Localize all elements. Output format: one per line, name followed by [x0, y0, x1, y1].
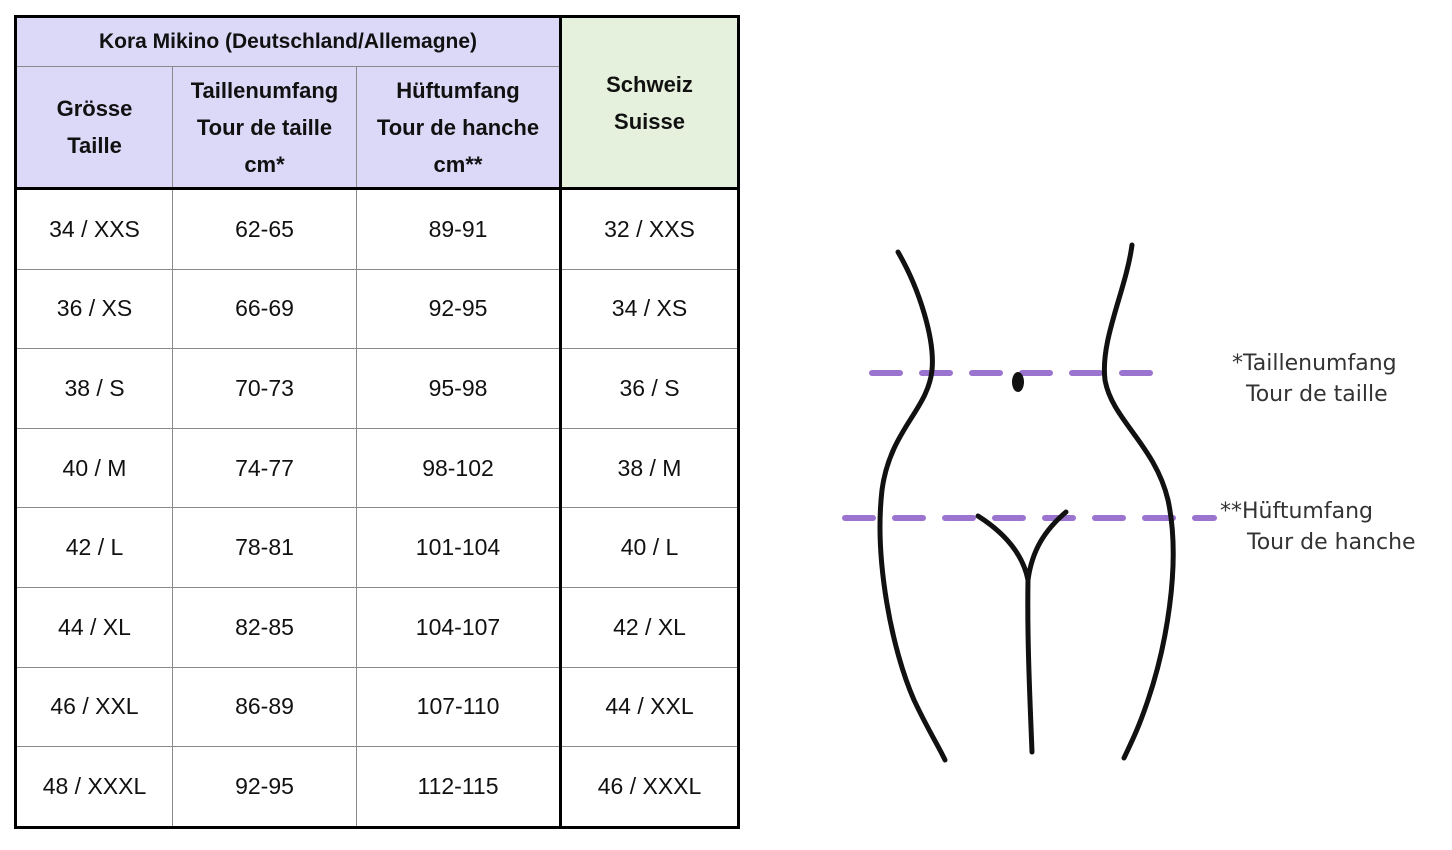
waist-cell: 82-85: [172, 587, 357, 668]
de-size-cell: 46 / XXL: [15, 666, 173, 748]
de-size-cell: 40 / M: [15, 427, 173, 509]
table-row: 48 / XXXL 92-95 112-115 46 / XXXL: [15, 746, 740, 828]
hip-header-fr: Tour de hanche: [376, 114, 540, 140]
swiss-size-cell: 46 / XXXL: [559, 746, 740, 828]
hip-measure-label: **Hüftumfang Tour de hanche: [1220, 496, 1416, 558]
waist-header-unit: cm*: [244, 151, 285, 177]
swiss-size-cell: 36 / S: [559, 348, 740, 429]
hip-cell: 104-107: [355, 587, 562, 668]
waist-cell: 78-81: [172, 507, 357, 589]
waist-label-de: *Taillenumfang: [1232, 351, 1397, 376]
size-header-fr: Taille: [67, 133, 122, 158]
swiss-size-cell: 40 / L: [559, 507, 740, 589]
hip-header-de: Hüftumfang: [396, 77, 520, 103]
crotch-outline: [975, 509, 1069, 755]
brand-header: Kora Mikino (Deutschland/Allemagne): [14, 16, 562, 67]
table-row: 36 / XS 66-69 92-95 34 / XS: [15, 268, 740, 350]
de-size-cell: 44 / XL: [15, 587, 173, 668]
de-size-cell: 42 / L: [15, 507, 173, 589]
waist-cell: 86-89: [172, 666, 357, 748]
hip-header-unit: cm**: [433, 151, 483, 177]
swiss-size-cell: 44 / XXL: [559, 666, 740, 748]
table-row: 38 / S 70-73 95-98 36 / S: [15, 348, 740, 429]
swiss-header-de: Schweiz: [606, 71, 693, 97]
hip-cell: 98-102: [355, 427, 562, 509]
swiss-size-cell: 42 / XL: [559, 587, 740, 668]
navel-mark: [1012, 372, 1024, 392]
waist-cell: 62-65: [172, 188, 357, 270]
hip-cell: 112-115: [355, 746, 562, 828]
hip-cell: 89-91: [355, 188, 562, 270]
waist-header-fr: Tour de taille: [196, 114, 333, 140]
de-size-cell: 34 / XXS: [15, 188, 173, 270]
hip-label-fr: Tour de hanche: [1247, 530, 1416, 555]
de-size-cell: 36 / XS: [15, 268, 173, 350]
hip-cell: 101-104: [355, 507, 562, 589]
hip-header: Hüftumfang Tour de hanche cm**: [355, 66, 562, 190]
size-header: Grösse Taille: [15, 66, 173, 190]
table-row: 34 / XXS 62-65 89-91 32 / XXS: [15, 188, 740, 270]
size-chart-table: Kora Mikino (Deutschland/Allemagne) Schw…: [14, 15, 741, 829]
de-size-cell: 48 / XXXL: [15, 746, 173, 828]
hip-label-de: **Hüftumfang: [1220, 499, 1373, 524]
hip-cell: 95-98: [355, 348, 562, 429]
waist-measure-label: *Taillenumfang Tour de taille: [1232, 348, 1397, 410]
swiss-size-cell: 34 / XS: [559, 268, 740, 350]
hip-cell: 107-110: [355, 666, 562, 748]
table-row: 46 / XXL 86-89 107-110 44 / XXL: [15, 666, 740, 748]
right-body-outline: [1101, 242, 1176, 761]
waist-cell: 92-95: [172, 746, 357, 828]
table-row: 44 / XL 82-85 104-107 42 / XL: [15, 587, 740, 668]
waist-header-de: Taillenumfang: [190, 77, 339, 103]
table-row: 40 / M 74-77 98-102 38 / M: [15, 427, 740, 509]
swiss-size-cell: 32 / XXS: [559, 188, 740, 270]
de-size-cell: 38 / S: [15, 348, 173, 429]
waist-cell: 70-73: [172, 348, 357, 429]
swiss-size-header: Schweiz Suisse: [559, 16, 740, 190]
waist-cell: 66-69: [172, 268, 357, 350]
size-chart-table-wrapper: Kora Mikino (Deutschland/Allemagne) Schw…: [14, 15, 741, 829]
waist-label-fr: Tour de taille: [1246, 382, 1388, 407]
size-header-de: Grösse: [56, 96, 133, 121]
waist-cell: 74-77: [172, 427, 357, 509]
swiss-size-cell: 38 / M: [559, 427, 740, 509]
swiss-header-fr: Suisse: [614, 108, 685, 134]
body-measurement-diagram: [842, 242, 1217, 763]
table-row: 42 / L 78-81 101-104 40 / L: [15, 507, 740, 589]
hip-cell: 92-95: [355, 268, 562, 350]
waist-header: Taillenumfang Tour de taille cm*: [172, 66, 357, 190]
left-body-outline: [877, 249, 948, 763]
